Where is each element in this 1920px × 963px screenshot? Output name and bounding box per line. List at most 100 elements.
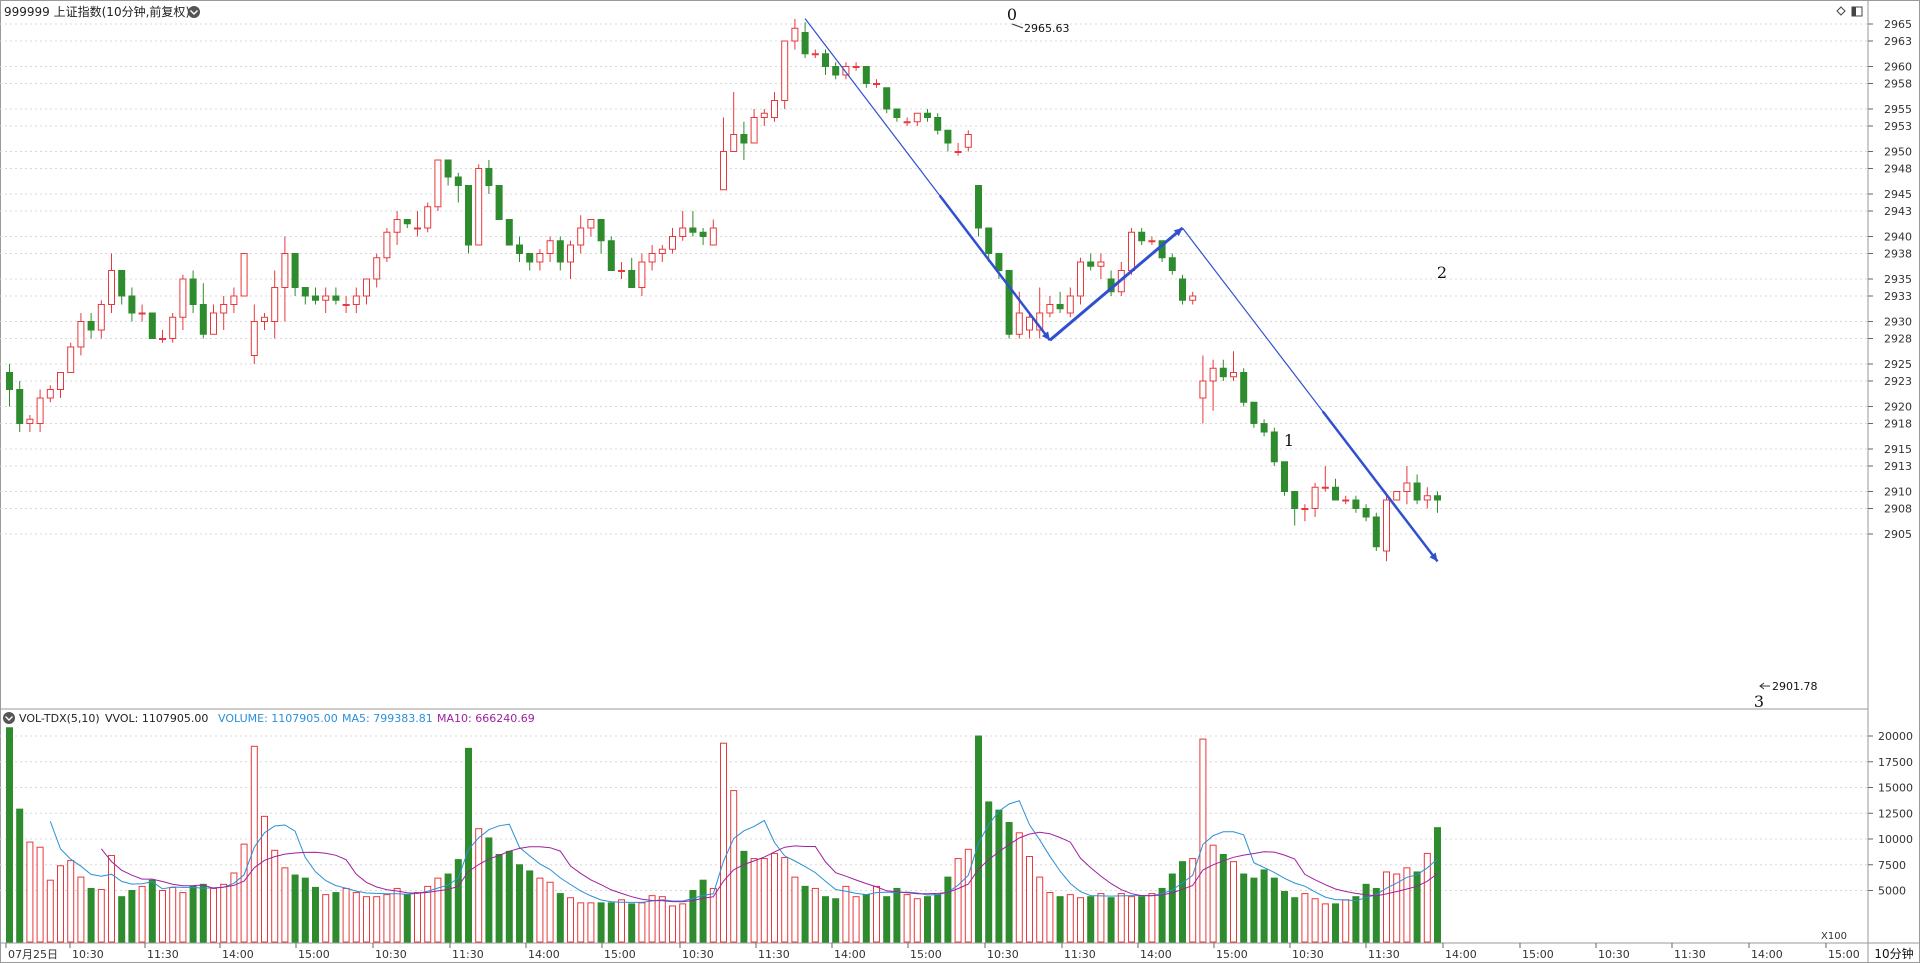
candle[interactable] — [750, 109, 758, 144]
candle[interactable] — [1005, 270, 1013, 339]
candle[interactable] — [1291, 491, 1299, 526]
candle[interactable] — [322, 287, 330, 314]
candle[interactable] — [567, 240, 574, 279]
candle[interactable] — [57, 372, 64, 399]
candle[interactable] — [383, 228, 391, 262]
candle[interactable] — [485, 160, 493, 194]
candle[interactable] — [587, 219, 595, 237]
candle[interactable] — [944, 129, 952, 152]
candle[interactable] — [669, 228, 676, 254]
candle[interactable] — [230, 287, 238, 314]
candle[interactable] — [903, 117, 911, 127]
candle[interactable] — [373, 253, 381, 288]
candle[interactable] — [1066, 287, 1074, 318]
candle[interactable] — [16, 381, 24, 432]
candle[interactable] — [87, 313, 95, 339]
candle[interactable] — [1321, 466, 1329, 492]
title-dropdown-icon[interactable] — [188, 6, 200, 18]
candle[interactable] — [1097, 253, 1105, 280]
candle[interactable] — [1362, 504, 1370, 522]
candle[interactable] — [434, 159, 442, 211]
candle[interactable] — [250, 304, 258, 365]
candle[interactable] — [210, 304, 217, 335]
candle[interactable] — [1189, 291, 1197, 305]
candle[interactable] — [475, 164, 483, 246]
candle[interactable] — [536, 249, 544, 271]
candle[interactable] — [312, 287, 319, 305]
candle[interactable] — [883, 87, 891, 114]
candle[interactable] — [679, 211, 687, 241]
candle[interactable] — [516, 236, 523, 263]
candle[interactable] — [720, 117, 727, 191]
candle[interactable] — [556, 236, 564, 271]
candle[interactable] — [1332, 478, 1339, 501]
volume-dropdown-icon[interactable] — [3, 712, 15, 724]
candle[interactable] — [301, 287, 309, 305]
candle[interactable] — [1087, 253, 1095, 271]
candle[interactable] — [526, 253, 534, 271]
candle[interactable] — [495, 185, 503, 220]
candle[interactable] — [1240, 368, 1248, 407]
candle[interactable] — [189, 270, 197, 314]
candle[interactable] — [393, 211, 401, 245]
candle[interactable] — [1270, 427, 1278, 466]
candle[interactable] — [199, 283, 207, 339]
candle[interactable] — [801, 22, 809, 58]
candle[interactable] — [1179, 274, 1186, 305]
candle[interactable] — [220, 296, 228, 330]
candle[interactable] — [352, 287, 360, 314]
candle[interactable] — [281, 236, 289, 322]
candle[interactable] — [1219, 359, 1227, 381]
diamond-icon[interactable] — [1836, 6, 1846, 16]
candle[interactable] — [240, 253, 248, 297]
candle[interactable] — [159, 330, 166, 343]
candle[interactable] — [26, 415, 34, 432]
candle[interactable] — [689, 211, 697, 237]
candle[interactable] — [148, 312, 156, 339]
candle[interactable] — [1056, 291, 1064, 313]
candle[interactable] — [811, 49, 819, 59]
layout-icon[interactable] — [1851, 6, 1863, 17]
candle[interactable] — [1403, 466, 1411, 505]
candle[interactable] — [852, 62, 860, 71]
candle[interactable] — [332, 287, 340, 305]
candle[interactable] — [46, 385, 54, 403]
candle[interactable] — [913, 112, 921, 126]
candle[interactable] — [822, 49, 829, 76]
candle[interactable] — [893, 108, 901, 122]
candle[interactable] — [1311, 483, 1319, 517]
candle[interactable] — [1209, 359, 1217, 411]
candle[interactable] — [934, 113, 942, 135]
candle[interactable] — [36, 389, 44, 433]
candle[interactable] — [1352, 495, 1360, 513]
candle[interactable] — [1301, 504, 1309, 522]
candle[interactable] — [546, 236, 554, 263]
candle[interactable] — [577, 215, 585, 254]
candle[interactable] — [1168, 253, 1176, 275]
candle[interactable] — [138, 304, 146, 322]
candle[interactable] — [1138, 228, 1146, 245]
candle[interactable] — [179, 274, 187, 330]
candle[interactable] — [261, 313, 268, 330]
candle[interactable] — [1046, 296, 1054, 318]
candle[interactable] — [873, 79, 880, 88]
candle[interactable] — [1230, 351, 1237, 381]
candle[interactable] — [730, 92, 738, 152]
candle[interactable] — [465, 185, 472, 254]
candle[interactable] — [607, 236, 615, 271]
candle[interactable] — [118, 270, 126, 305]
candle[interactable] — [291, 253, 299, 297]
candle[interactable] — [1423, 487, 1431, 509]
candle[interactable] — [77, 313, 85, 356]
candle[interactable] — [842, 62, 850, 80]
candle[interactable] — [709, 219, 717, 246]
candlestick-series[interactable] — [6, 18, 1441, 562]
candle[interactable] — [618, 262, 625, 279]
candle[interactable] — [1281, 461, 1288, 496]
candle[interactable] — [424, 202, 432, 233]
candle[interactable] — [1107, 270, 1115, 297]
candle[interactable] — [771, 92, 778, 122]
candle[interactable] — [97, 300, 105, 339]
candle[interactable] — [1199, 355, 1207, 424]
